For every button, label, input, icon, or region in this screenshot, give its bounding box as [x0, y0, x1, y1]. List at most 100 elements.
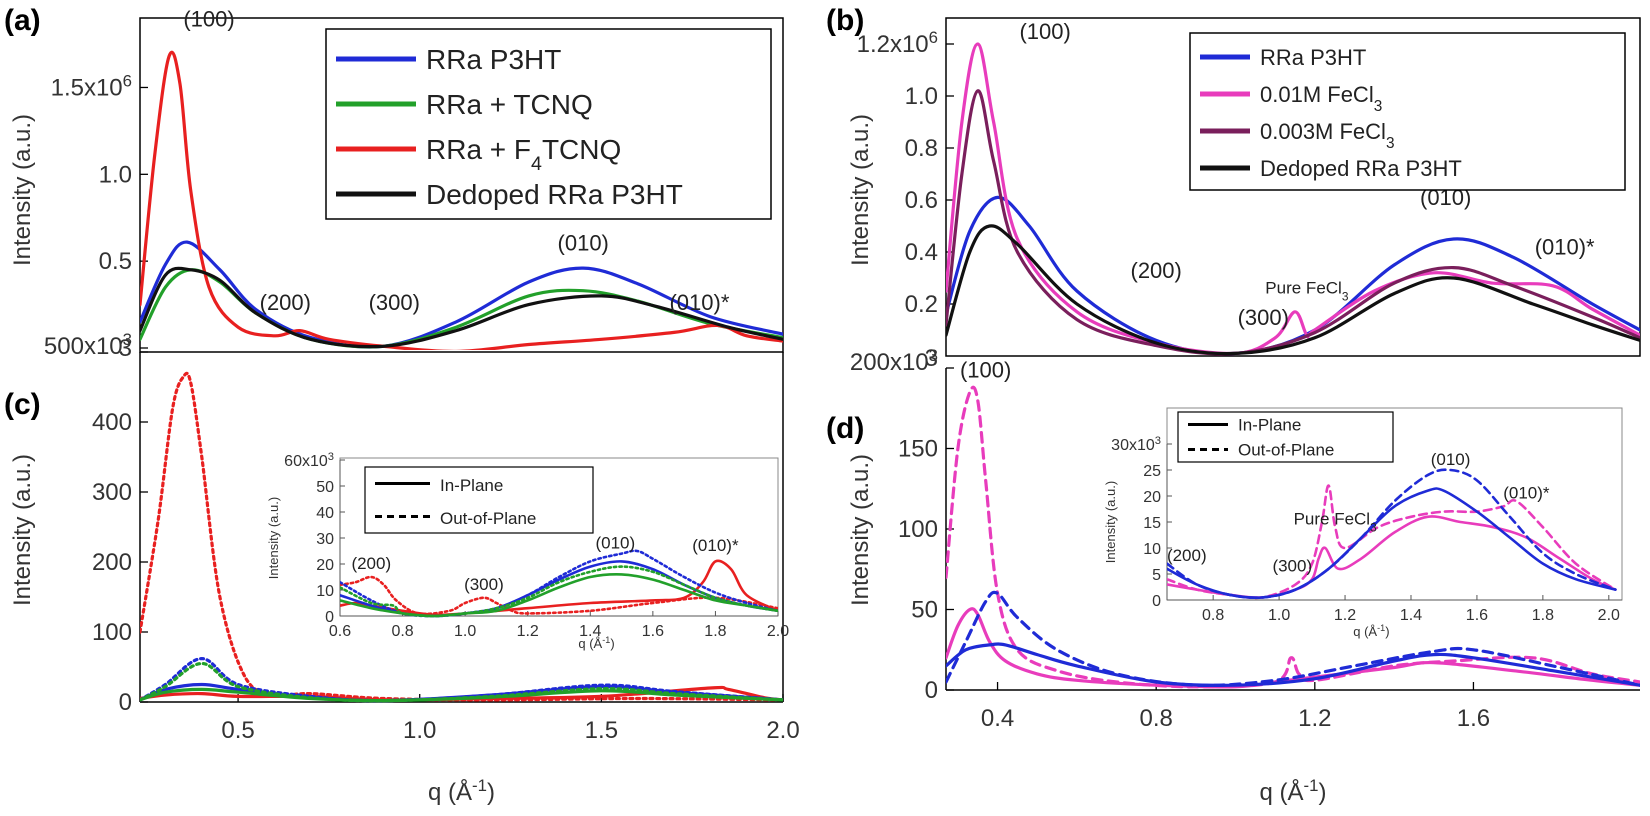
- panel-b-legend-label-main: 0.003M FeCl: [1260, 119, 1386, 144]
- panel-d-series-1: [946, 607, 1640, 689]
- panel-a-legend-label: RRa P3HT: [426, 44, 561, 75]
- panel-c-ytick-label: 100: [92, 619, 132, 646]
- panel-b-legend-label: RRa P3HT: [1260, 45, 1366, 70]
- panel-b-annotation: (200): [1131, 258, 1182, 283]
- panel-d-inset-ylabel: Intensity (a.u.): [1103, 481, 1118, 563]
- panel-b-ytick-label: 1.2x106: [857, 28, 938, 59]
- panel-c-inset-annotation: (010): [595, 533, 635, 552]
- panel-d-xlabel: q (Å-1): [1260, 776, 1327, 807]
- panel-b-annotation-main: (010)*: [1535, 235, 1595, 260]
- panel-d-inset-ytick-label: 5: [1152, 567, 1161, 584]
- panel-c-inset-annotation: (010)*: [692, 536, 739, 555]
- panel-d-inset-xtick-label: 0.8: [1202, 607, 1224, 624]
- panel-b-ytick-label: 0.4: [905, 239, 938, 266]
- panel-c-inset-ytick-label: 50: [316, 479, 334, 496]
- panel-d-ytick-label-base: 50: [911, 597, 938, 624]
- panel-a-label: (a): [4, 4, 41, 37]
- panel-a-legend-label: Dedoped RRa P3HT: [426, 179, 683, 210]
- panel-c-inset-ytick-label-exp: 3: [328, 451, 334, 463]
- panel-a-frame: [139, 17, 784, 353]
- panel-b-annotation-main: (300): [1238, 305, 1289, 330]
- panel-c-inset-annotation-main: (200): [351, 554, 391, 573]
- panel-d-inset-annotation: (010)*: [1503, 484, 1550, 503]
- panel-c-ytick-label-base: 300: [92, 479, 132, 506]
- panel-c-inset-xtick-label: 1.8: [704, 623, 726, 640]
- panel-a-annotation-main: (010)*: [669, 290, 729, 315]
- panel-d-ytick-label: 200x103: [850, 346, 938, 377]
- panel-b-annotation-sub: 3: [1342, 290, 1349, 304]
- panel-d-inset-ytick-label: 10: [1143, 541, 1161, 558]
- panel-d-inset-ytick-label-base: 10: [1143, 541, 1161, 558]
- panel-c-ytick-label-base: 400: [92, 409, 132, 436]
- panel-b-ytick-label: 0.6: [905, 187, 938, 214]
- panel-c-inset-series-1: [340, 575, 778, 616]
- panel-b-ytick-label-base: 1.0: [905, 83, 938, 110]
- panel-b-ytick-label: 1.0: [905, 83, 938, 110]
- panel-b-ytick-label-base: 0.4: [905, 239, 938, 266]
- panel-d-inset-xtick-label: 2.0: [1598, 607, 1620, 624]
- panel-d-inset-xlabel-close: ): [1385, 624, 1389, 639]
- panel-c-inset-ytick-label-base: 60x10: [284, 453, 328, 470]
- panel-a-annotation: (010)*: [669, 290, 729, 315]
- panel-d-inset-annotation: (010): [1431, 450, 1471, 469]
- panel-a-ytick-label: 1.0: [99, 161, 132, 188]
- panel-c-xtick-label: 1.0: [403, 717, 436, 744]
- panel-b-annotation: (100): [1019, 19, 1070, 44]
- panel-d-inset-xlabel-exp: -1: [1377, 623, 1385, 633]
- panel-c-xlabel-main: q (Å: [428, 778, 472, 806]
- panel-c-series-5: [140, 687, 783, 703]
- panel-a-ytick-label-base: 3: [119, 335, 132, 362]
- panel-d-inset-ytick-label-base: 15: [1143, 515, 1161, 532]
- panel-a-series-3: [140, 266, 783, 349]
- panel-a-annotation-main: (300): [369, 290, 420, 315]
- panel-c-inset-legend-label: Out-of-Plane: [440, 509, 536, 528]
- panel-d-ytick-label: 100: [898, 516, 938, 543]
- panel-d-xlabel-close: ): [1318, 779, 1326, 806]
- panel-b-series-2: [946, 89, 1640, 356]
- panel-b-ylabel: Intensity (a.u.): [847, 114, 874, 266]
- panel-c-inset-xlabel-main: q (Å: [578, 636, 602, 651]
- panel-d-annotation: (100): [960, 358, 1011, 383]
- panel-b-ytick-label: 0.2: [905, 291, 938, 318]
- panel-d-xtick-label: 0.8: [1139, 705, 1172, 732]
- panel-b-series-3: [946, 224, 1640, 356]
- panel-c-inset-ylabel: Intensity (a.u.): [266, 497, 281, 579]
- panel-d-annotation-main: (100): [960, 358, 1011, 383]
- panel-a-ytick-label: 3: [119, 335, 132, 362]
- panel-c-ytick-label-base: 500x10: [44, 333, 123, 360]
- panel-a-ylabel: Intensity (a.u.): [9, 114, 36, 266]
- panel-d-inset-legend-label: Out-of-Plane: [1238, 440, 1334, 459]
- panel-a-annotation: (200): [260, 290, 311, 315]
- panel-d-inset-ytick-label-exp: 3: [1155, 435, 1161, 447]
- panel-b-annotation-main: (100): [1019, 19, 1070, 44]
- panel-d-inset-ytick-label-base: 20: [1143, 489, 1161, 506]
- panel-d-inset-ytick-label: 30x103: [1111, 435, 1161, 454]
- panel-c-inset-legend-label: In-Plane: [440, 476, 503, 495]
- panel-c-ytick-label: 200: [92, 549, 132, 576]
- panel-d-inset-legend-box: [1177, 411, 1394, 463]
- panel-c-inset-annotation-main: (010)*: [692, 536, 739, 555]
- panel-a-annotation: (100): [183, 7, 234, 32]
- panel-c-inset-series-5: [340, 565, 778, 618]
- panel-d-ytick-label-base: 200x10: [850, 349, 929, 376]
- panel-c-inset-ytick-label: 40: [316, 505, 334, 522]
- panel-c-inset-ytick-label: 20: [316, 557, 334, 574]
- panel-d-inset-xtick-label: 1.6: [1466, 607, 1488, 624]
- panel-a-legend-label-sub: 4: [531, 153, 542, 175]
- panel-a-ytick-label-exp: 6: [123, 71, 132, 90]
- panel-d-inset-annotation-main: (300): [1272, 556, 1312, 575]
- panel-d-inset-xtick-label: 1.0: [1268, 607, 1290, 624]
- panel-d-ytick-label: 150: [898, 436, 938, 463]
- panel-d-inset-annotation: Pure FeCl3: [1294, 510, 1378, 535]
- panel-c-label: (c): [4, 388, 41, 421]
- panel-d-inset-xtick-label: 1.4: [1400, 607, 1422, 624]
- panel-d-inset-annotation-main: (200): [1167, 546, 1207, 565]
- panel-d-inset-xtick-label: 1.8: [1532, 607, 1554, 624]
- panel-c-inset-xtick-label: 2.0: [767, 623, 789, 640]
- panel-c-inset-ytick-label: 10: [316, 583, 334, 600]
- panel-c-inset-ytick-label-base: 0: [325, 609, 334, 626]
- panel-a-ytick-label-base: 1.0: [99, 161, 132, 188]
- panel-d-series-3: [946, 642, 1640, 687]
- panel-d-xtick-label: 1.6: [1457, 705, 1490, 732]
- panel-a-legend-label: RRa + F4TCNQ: [426, 134, 621, 175]
